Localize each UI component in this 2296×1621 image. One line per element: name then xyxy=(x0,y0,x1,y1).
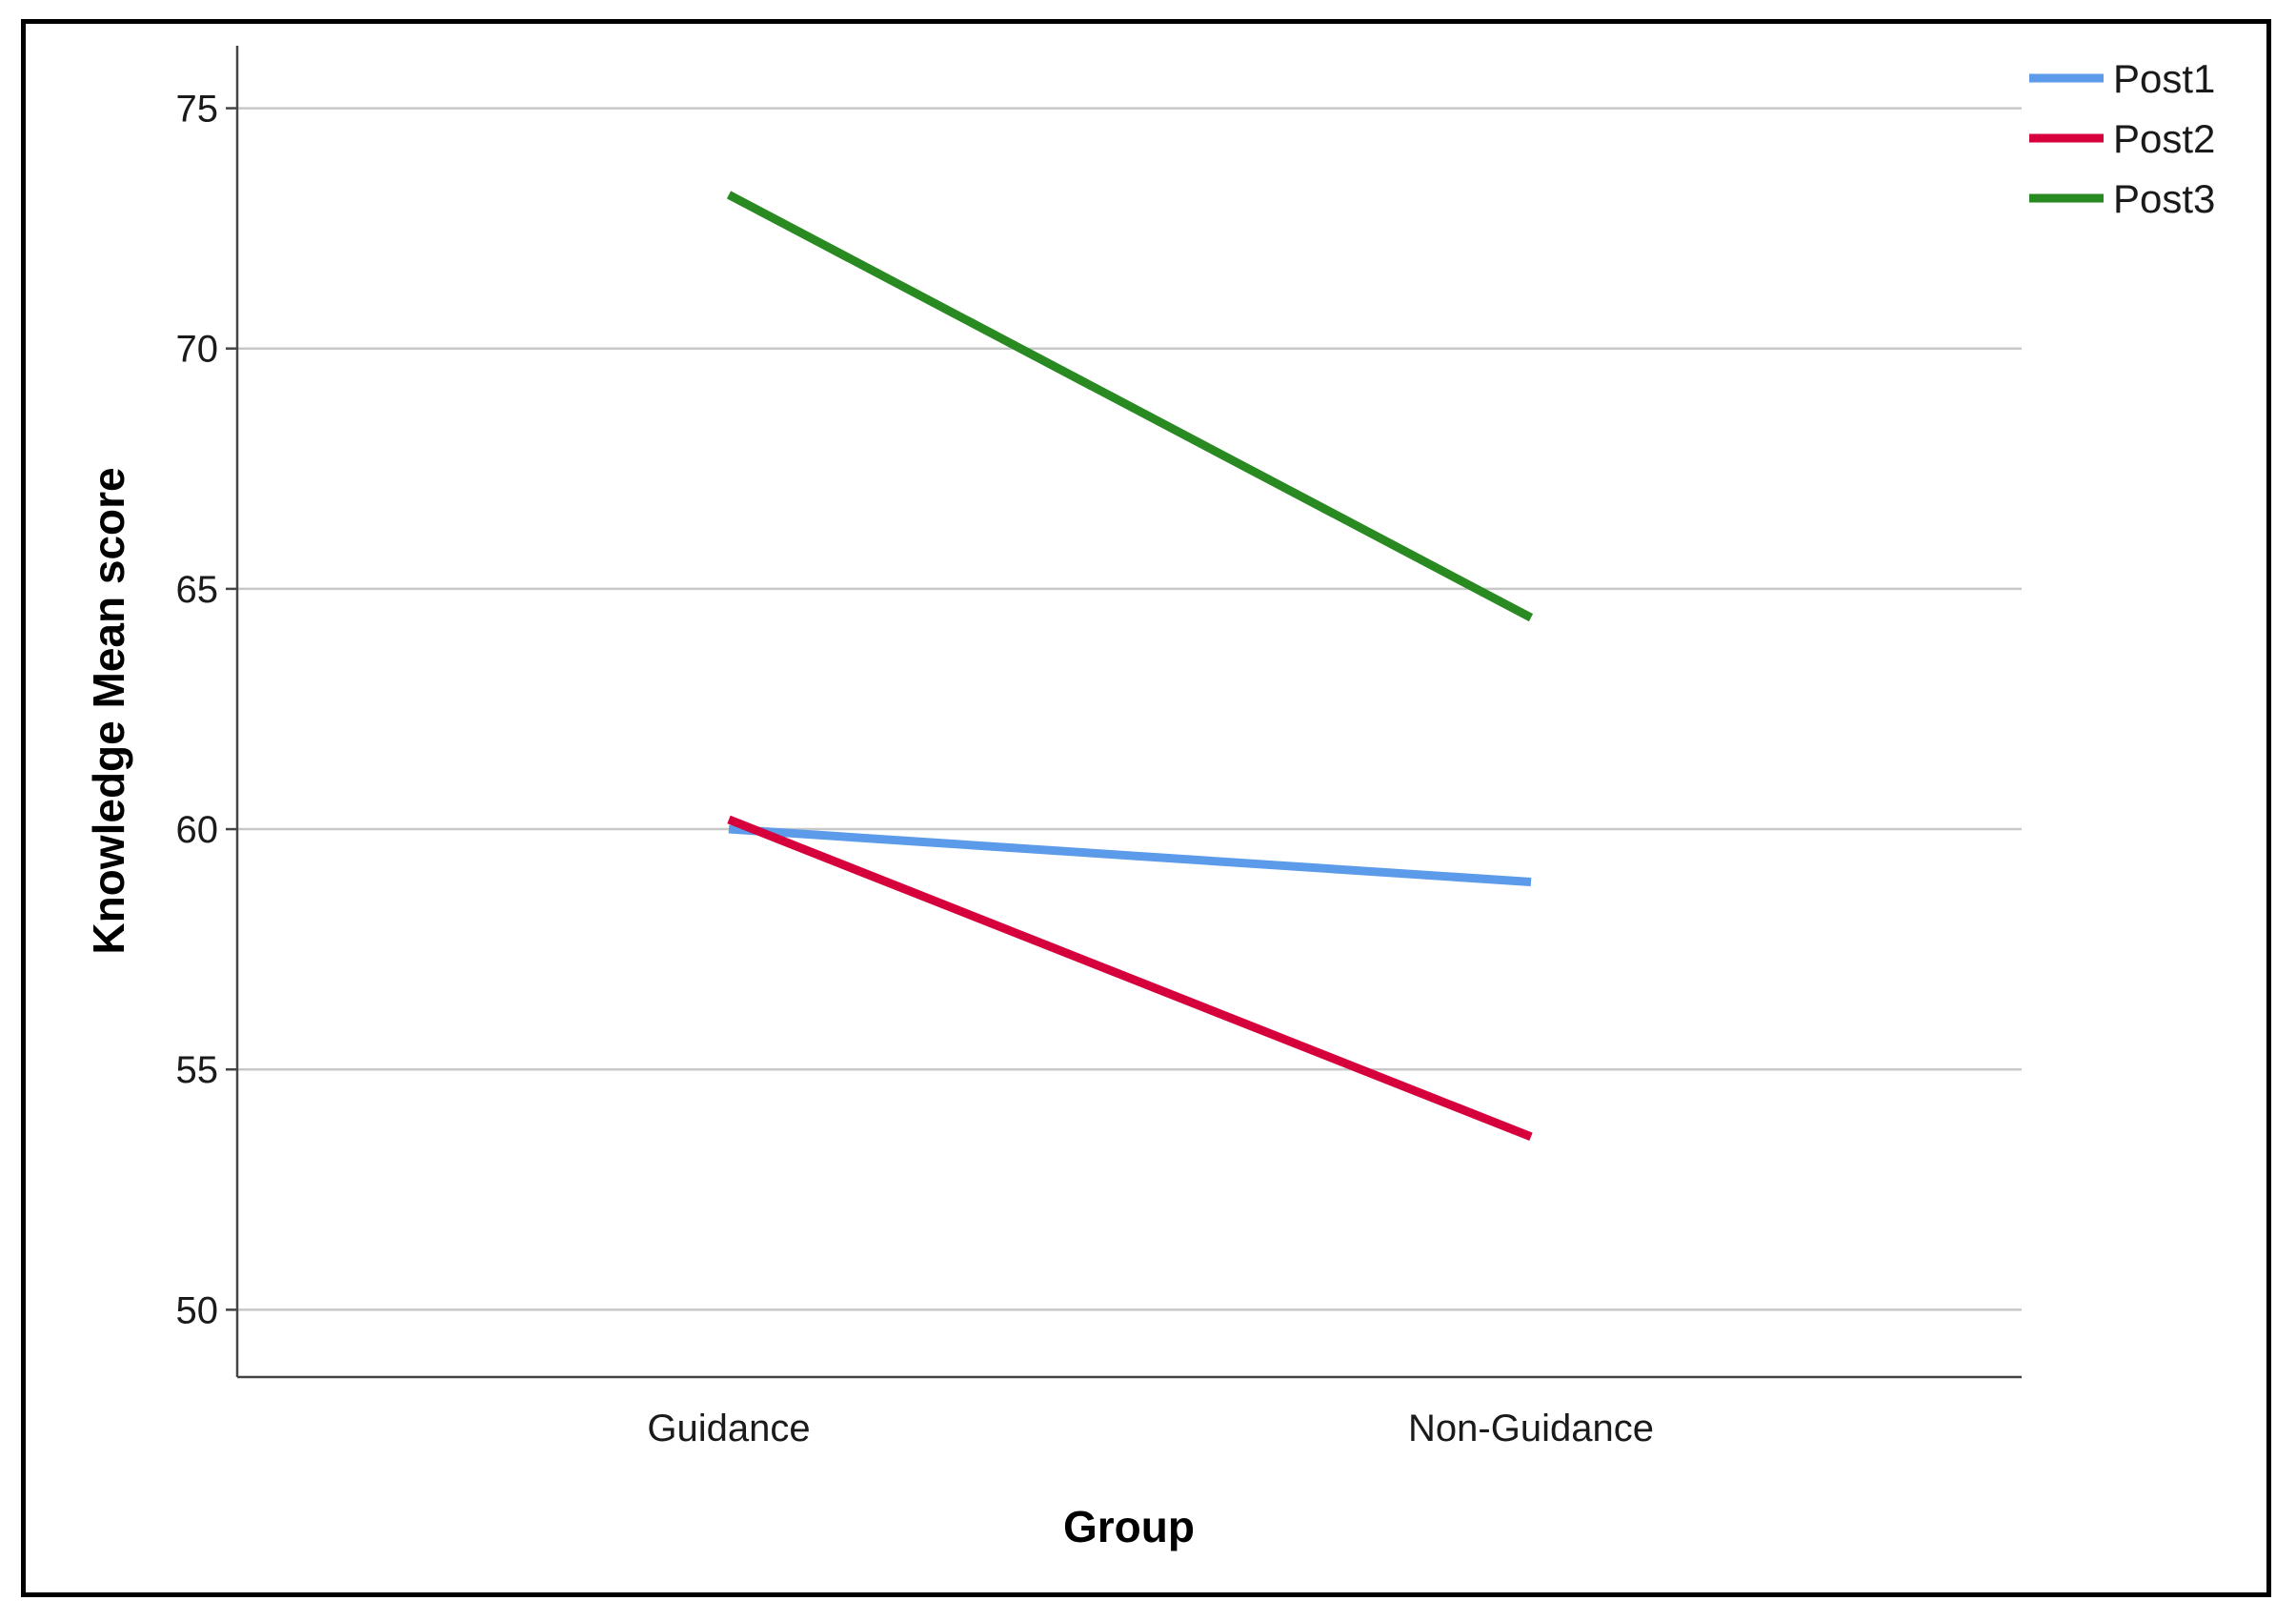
x-axis-title: Group xyxy=(1063,1502,1195,1551)
x-tick-labels: Guidance Non-Guidance xyxy=(647,1408,1654,1449)
series-line-post1 xyxy=(728,824,1532,887)
y-tick-labels: 50 55 60 65 70 75 xyxy=(176,89,219,1332)
gridlines xyxy=(226,107,2022,1311)
y-tick-label-65: 65 xyxy=(176,569,219,611)
series-line-post3 xyxy=(726,191,1534,622)
series-line-post2 xyxy=(727,815,1533,1142)
legend-label-post2: Post2 xyxy=(2113,116,2215,161)
chart-frame xyxy=(21,19,2271,1597)
x-tick-label-2: Non-Guidance xyxy=(1408,1408,1654,1449)
legend: Post1 Post2 Post3 xyxy=(2029,56,2215,221)
axes xyxy=(235,46,2022,1379)
y-tick-label-75: 75 xyxy=(176,89,219,131)
y-tick-label-60: 60 xyxy=(176,809,219,851)
y-tick-label-70: 70 xyxy=(176,329,219,371)
legend-label-post3: Post3 xyxy=(2113,176,2215,221)
y-tick-label-55: 55 xyxy=(176,1049,219,1091)
series-lines xyxy=(726,191,1534,1142)
y-tick-label-50: 50 xyxy=(176,1289,219,1331)
x-tick-label-1: Guidance xyxy=(647,1408,810,1449)
legend-label-post1: Post1 xyxy=(2113,56,2215,101)
y-axis-title: Knowledge Mean score xyxy=(84,467,133,954)
